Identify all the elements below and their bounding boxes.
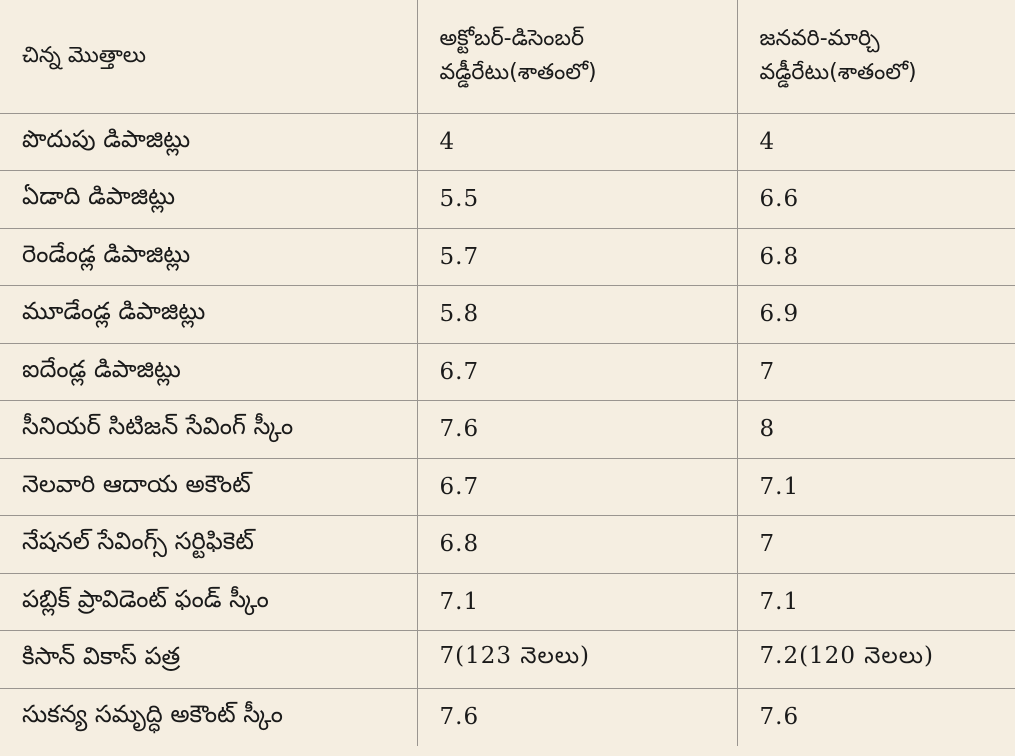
table-row: నేషనల్ సేవింగ్స్ సర్టిఫికెట్ 6.8 7 — [0, 515, 1015, 574]
scheme-name: రెండేండ్ల డిపాజిట్లు — [0, 228, 417, 286]
header-oct-dec-period: అక్టోబర్-డిసెంబర్ — [439, 26, 585, 52]
oct-dec-rate: 6.7 — [416, 343, 737, 401]
scheme-name: ఏడాది డిపాజిట్లు — [0, 170, 417, 229]
table-row: సుకన్య సమృద్ధి అకౌంట్ స్కీం 7.6 7.6 — [0, 688, 1015, 746]
table-row: సీనియర్ సిటిజన్ సేవింగ్ స్కీం 7.6 8 — [0, 400, 1015, 459]
header-jan-mar-period: జనవరి-మార్చి — [759, 26, 880, 52]
jan-mar-rate: 7.6 — [736, 688, 1015, 746]
scheme-name: సుకన్య సమృద్ధి అకౌంట్ స్కీం — [22, 700, 283, 728]
table-row: పబ్లిక్ ప్రావిడెంట్ ఫండ్ స్కీం 7.1 7.1 — [0, 573, 1015, 631]
scheme-name: పబ్లిక్ ప్రావిడెంట్ ఫండ్ స్కీం — [0, 573, 417, 631]
oct-dec-rate: 7.6 — [416, 400, 737, 459]
jan-mar-rate: 7 — [736, 343, 1015, 401]
scheme-name: పొదుపు డిపాజిట్లు — [0, 113, 417, 171]
header-scheme: చిన్న మొత్తాలు — [0, 0, 417, 114]
jan-mar-rate: 6.8 — [736, 228, 1015, 286]
table-row: మూడేండ్ల డిపాజిట్లు 5.8 6.9 — [0, 285, 1015, 344]
table-row: ఐదేండ్ల డిపాజిట్లు 6.7 7 — [0, 343, 1015, 401]
oct-dec-rate: 5.7 — [416, 228, 737, 286]
table-row: రెండేండ్ల డిపాజిట్లు 5.7 6.8 — [0, 228, 1015, 286]
table-row: నెలవారి ఆదాయ అకౌంట్ 6.7 7.1 — [0, 458, 1015, 516]
scheme-name: ఐదేండ్ల డిపాజిట్లు — [0, 343, 417, 401]
header-oct-dec-rate: వడ్డీరేటు(శాతంలో) — [439, 60, 597, 86]
header-jan-mar: జనవరి-మార్చి వడ్డీరేటు(శాతంలో) — [736, 0, 1015, 114]
scheme-name: నెలవారి ఆదాయ అకౌంట్ — [0, 458, 417, 516]
scheme-name: నేషనల్ సేవింగ్స్ సర్టిఫికెట్ — [0, 515, 417, 574]
jan-mar-rate: 7.1 — [736, 458, 1015, 516]
oct-dec-rate: 4 — [416, 113, 737, 171]
header-row: చిన్న మొత్తాలు అక్టోబర్-డిసెంబర్ వడ్డీరే… — [0, 0, 1015, 114]
scheme-name: సీనియర్ సిటిజన్ సేవింగ్ స్కీం — [0, 400, 417, 459]
header-jan-mar-rate: వడ్డీరేటు(శాతంలో) — [759, 60, 917, 86]
oct-dec-rate: 5.5 — [416, 170, 737, 229]
oct-dec-rate: 7.1 — [416, 573, 737, 631]
table-body: పొదుపు డిపాజిట్లు 4 4 ఏడాది డిపాజిట్లు 5… — [0, 113, 1015, 746]
table-row: కిసాన్ వికాస్ పత్ర 7(123 నెలలు) 7.2(120 … — [0, 630, 1015, 689]
jan-mar-rate: 7 — [736, 515, 1015, 574]
oct-dec-rate: 6.7 — [416, 458, 737, 516]
jan-mar-rate: 7.1 — [736, 573, 1015, 631]
jan-mar-rate: 6.9 — [736, 285, 1015, 344]
header-oct-dec: అక్టోబర్-డిసెంబర్ వడ్డీరేటు(శాతంలో) — [416, 0, 737, 114]
table-row: పొదుపు డిపాజిట్లు 4 4 — [0, 113, 1015, 171]
jan-mar-rate: 4 — [736, 113, 1015, 171]
jan-mar-rate: 6.6 — [736, 170, 1015, 229]
header-scheme-label: చిన్న మొత్తాలు — [22, 43, 146, 69]
jan-mar-rate: 8 — [736, 400, 1015, 459]
oct-dec-rate: 7(123 నెలలు) — [416, 630, 737, 689]
scheme-name: కిసాన్ వికాస్ పత్ర — [0, 630, 417, 689]
table-header: చిన్న మొత్తాలు అక్టోబర్-డిసెంబర్ వడ్డీరే… — [0, 0, 1015, 114]
oct-dec-rate: 6.8 — [416, 515, 737, 574]
jan-mar-rate: 7.2(120 నెలలు) — [736, 630, 1015, 689]
oct-dec-rate: 5.8 — [416, 285, 737, 344]
table-row: ఏడాది డిపాజిట్లు 5.5 6.6 — [0, 170, 1015, 229]
oct-dec-rate: 7.6 — [416, 688, 737, 746]
scheme-name: మూడేండ్ల డిపాజిట్లు — [0, 285, 417, 344]
